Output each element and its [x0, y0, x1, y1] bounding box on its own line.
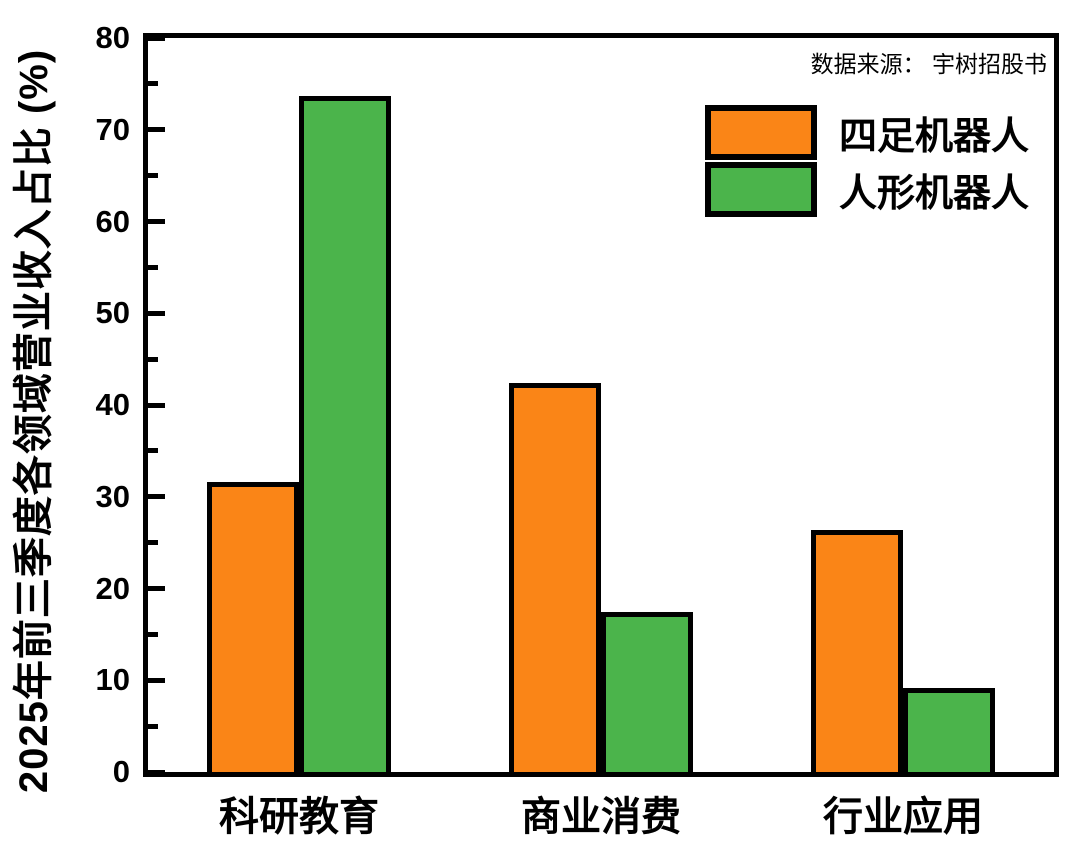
legend-item: 人形机器人 [705, 162, 1029, 217]
y-major-tick [148, 310, 165, 316]
y-major-tick [148, 677, 165, 683]
y-tick-label: 0 [112, 754, 130, 789]
y-tick-label: 40 [95, 387, 130, 422]
y-major-tick [148, 35, 165, 41]
y-tick-label: 80 [95, 20, 130, 55]
bar-四足机器人-科研教育 [207, 482, 299, 777]
y-minor-tick [148, 631, 158, 637]
x-category-label: 行业应用 [823, 795, 983, 839]
source-note: 数据来源： 宇树招股书 [810, 51, 1047, 77]
legend-label: 四足机器人 [839, 116, 1030, 158]
x-category-label: 商业消费 [521, 795, 681, 839]
y-major-tick [148, 494, 165, 500]
legend-swatch [705, 162, 817, 217]
y-tick-label: 70 [95, 111, 130, 147]
y-tick-label: 50 [95, 295, 130, 331]
y-minor-tick [148, 540, 158, 546]
y-minor-tick [148, 264, 158, 270]
plot-area [143, 33, 1059, 777]
y-major-tick [148, 586, 165, 591]
bar-四足机器人-商业消费 [509, 382, 601, 777]
y-tick-label: 10 [95, 662, 130, 698]
y-minor-tick [148, 448, 158, 454]
bar-人形机器人-商业消费 [601, 612, 693, 777]
y-tick-label: 20 [95, 570, 130, 606]
legend-item: 四足机器人 [705, 105, 1029, 160]
legend-swatch [705, 105, 817, 160]
y-tick-label: 60 [95, 203, 130, 239]
legend: 四足机器人人形机器人 [705, 105, 1029, 219]
y-minor-tick [148, 81, 158, 87]
y-major-tick [148, 127, 165, 133]
y-minor-tick [148, 356, 158, 362]
y-major-tick [148, 219, 165, 224]
legend-label: 人形机器人 [839, 173, 1030, 215]
x-category-label: 科研教育 [219, 795, 379, 839]
y-tick-label: 30 [95, 478, 130, 514]
y-minor-tick [148, 173, 158, 179]
bar-人形机器人-行业应用 [903, 687, 995, 777]
y-minor-tick [148, 723, 158, 729]
bar-四足机器人-行业应用 [811, 529, 903, 777]
y-major-tick [148, 769, 165, 775]
y-major-tick [148, 402, 165, 408]
bar-人形机器人-科研教育 [299, 95, 391, 777]
